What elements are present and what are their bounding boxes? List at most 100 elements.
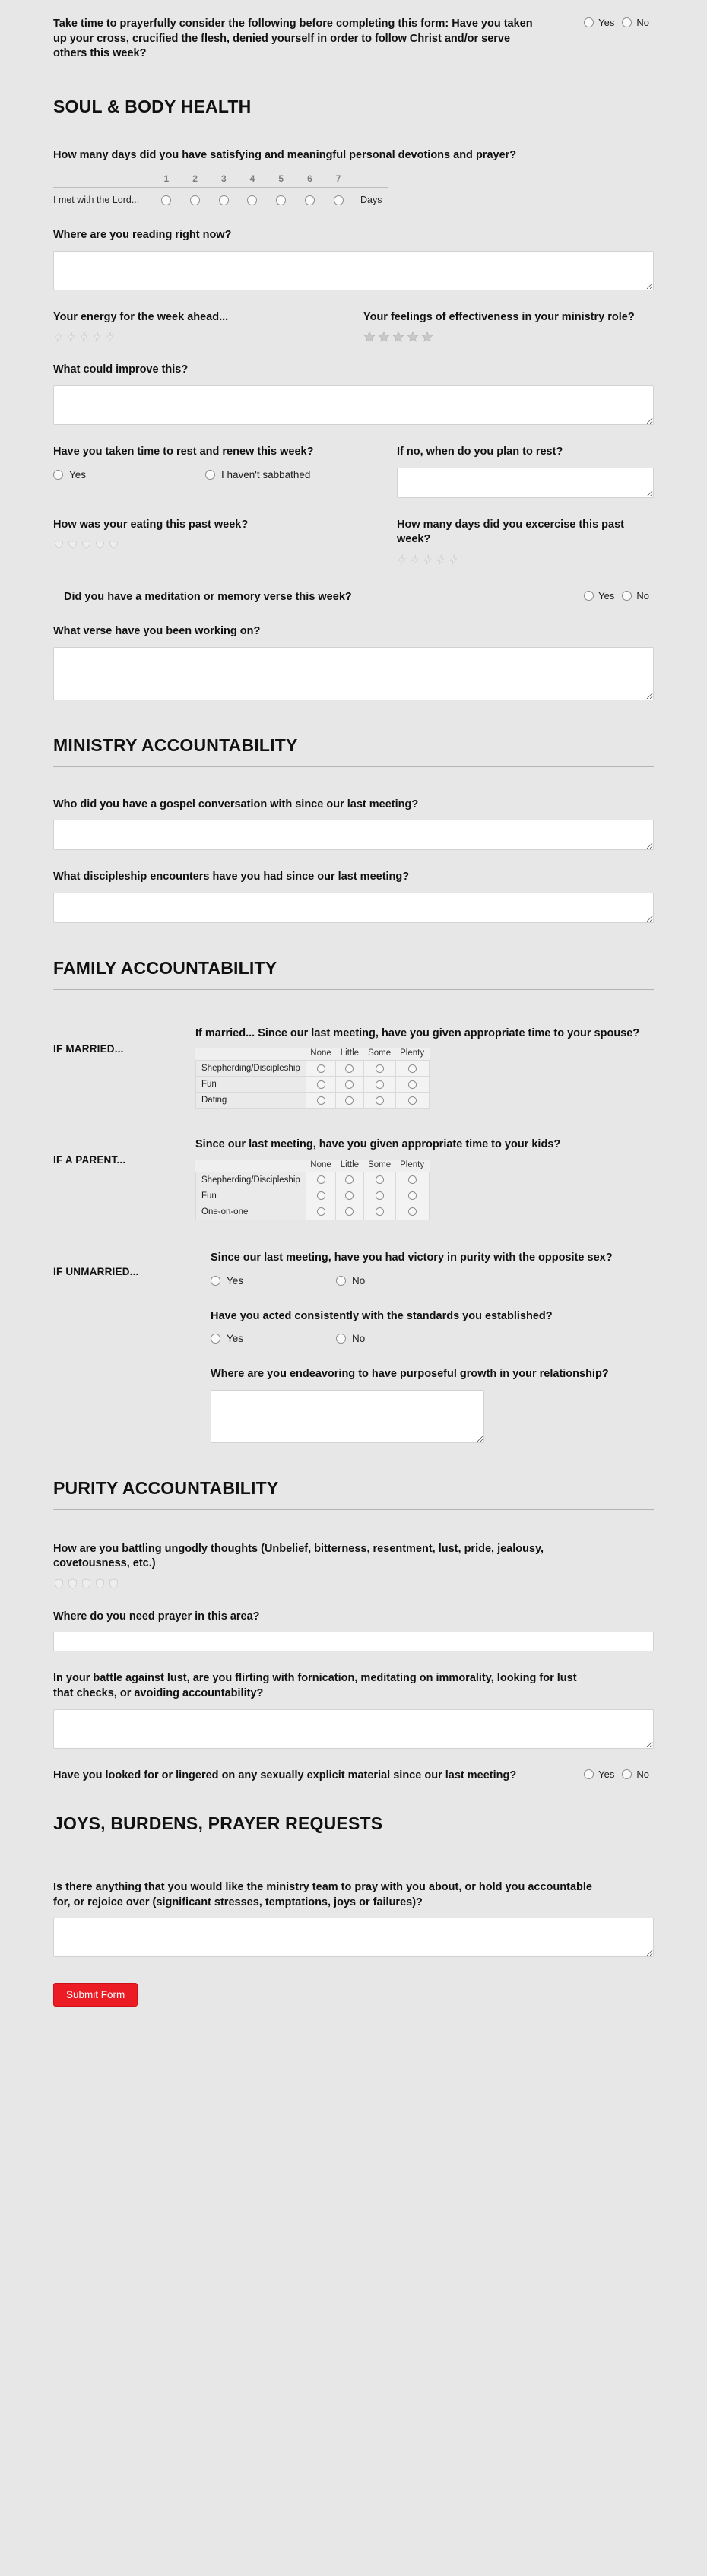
married-radio[interactable] — [316, 1096, 325, 1105]
parent-radio[interactable] — [407, 1175, 417, 1185]
discipleship-textarea[interactable] — [53, 892, 654, 923]
lightning-bolt-icon[interactable] — [423, 554, 433, 566]
married-cell[interactable] — [335, 1092, 364, 1109]
rest-plan-textarea[interactable] — [397, 467, 654, 498]
parent-cell[interactable] — [395, 1188, 430, 1204]
devotions-likert-row[interactable]: I met with the Lord... Days — [53, 188, 388, 208]
married-radio[interactable] — [345, 1096, 354, 1105]
parent-cell[interactable] — [305, 1172, 337, 1188]
married-radio[interactable] — [407, 1064, 417, 1073]
shield-icon[interactable] — [94, 1578, 106, 1590]
intro-yes-no-group[interactable]: Yes No — [584, 17, 654, 28]
energy-rating[interactable] — [53, 331, 344, 343]
star-icon[interactable] — [378, 331, 390, 343]
parent-cell[interactable] — [335, 1204, 364, 1220]
married-cell[interactable] — [395, 1076, 430, 1093]
shield-icon[interactable] — [53, 1578, 65, 1590]
married-radio[interactable] — [407, 1080, 417, 1089]
married-cell[interactable] — [305, 1060, 337, 1077]
purity-victory-yes-radio[interactable] — [211, 1275, 220, 1286]
lust-textarea[interactable] — [53, 1708, 654, 1749]
devotions-radio-5[interactable] — [276, 195, 287, 205]
devotions-radio-1[interactable] — [161, 195, 172, 205]
purity-victory-option-yes[interactable]: Yes — [211, 1275, 336, 1286]
standards-yes-radio[interactable] — [211, 1334, 220, 1344]
shield-icon[interactable] — [67, 1578, 78, 1590]
devotions-radio-2[interactable] — [190, 195, 201, 205]
married-cell[interactable] — [305, 1076, 337, 1093]
married-cell[interactable] — [335, 1076, 364, 1093]
devotions-radio-7[interactable] — [333, 195, 344, 205]
prayer-area-input[interactable] — [53, 1632, 654, 1652]
meditation-no-radio[interactable] — [622, 590, 632, 601]
parent-radio[interactable] — [375, 1207, 384, 1217]
lightning-bolt-icon[interactable] — [410, 554, 420, 566]
lightning-bolt-icon[interactable] — [449, 554, 459, 566]
parent-cell[interactable] — [335, 1188, 364, 1204]
married-radio[interactable] — [375, 1096, 384, 1105]
parent-radio[interactable] — [407, 1207, 417, 1217]
submit-form-button[interactable]: Submit Form — [53, 1983, 138, 2007]
parent-cell[interactable] — [395, 1172, 430, 1188]
shield-icon[interactable] — [81, 1578, 92, 1590]
parent-radio[interactable] — [407, 1191, 417, 1201]
purity-victory-group[interactable]: Yes No — [211, 1275, 461, 1286]
heart-icon[interactable] — [108, 538, 119, 550]
married-cell[interactable] — [335, 1060, 364, 1077]
heart-icon[interactable] — [67, 538, 78, 550]
effectiveness-rating[interactable] — [363, 331, 654, 343]
star-icon[interactable] — [392, 331, 404, 343]
parent-cell[interactable] — [395, 1204, 430, 1220]
parent-radio[interactable] — [316, 1175, 325, 1185]
lightning-bolt-icon[interactable] — [92, 331, 103, 343]
devotions-radio-4[interactable] — [247, 195, 258, 205]
parent-cell[interactable] — [363, 1172, 396, 1188]
heart-icon[interactable] — [94, 538, 106, 550]
rest-option-not-sabbathed[interactable]: I haven't sabbathed — [205, 469, 357, 481]
heart-icon[interactable] — [81, 538, 92, 550]
married-radio[interactable] — [345, 1080, 354, 1089]
parent-cell[interactable] — [305, 1188, 337, 1204]
lightning-bolt-icon[interactable] — [436, 554, 446, 566]
married-radio[interactable] — [375, 1080, 384, 1089]
standards-group[interactable]: Yes No — [211, 1333, 461, 1344]
married-cell[interactable] — [363, 1060, 396, 1077]
star-icon[interactable] — [363, 331, 376, 343]
parent-cell[interactable] — [335, 1172, 364, 1188]
star-icon[interactable] — [407, 331, 419, 343]
shield-icon[interactable] — [108, 1578, 119, 1590]
lightning-bolt-icon[interactable] — [397, 554, 407, 566]
married-cell[interactable] — [363, 1092, 396, 1109]
growth-textarea[interactable] — [211, 1389, 484, 1443]
married-radio[interactable] — [407, 1096, 417, 1105]
standards-option-yes[interactable]: Yes — [211, 1333, 336, 1344]
purity-victory-no-radio[interactable] — [336, 1275, 346, 1286]
parent-cell[interactable] — [363, 1204, 396, 1220]
parent-radio[interactable] — [316, 1191, 325, 1201]
married-matrix[interactable]: None Little Some Plenty Shepherding/Disc… — [195, 1048, 430, 1109]
intro-yes-radio[interactable] — [584, 17, 594, 27]
star-icon[interactable] — [421, 331, 433, 343]
married-radio[interactable] — [316, 1064, 325, 1073]
standards-no-radio[interactable] — [336, 1334, 346, 1344]
parent-radio[interactable] — [345, 1207, 354, 1217]
married-radio[interactable] — [345, 1064, 354, 1073]
improve-textarea[interactable] — [53, 385, 654, 425]
explicit-no-radio[interactable] — [622, 1769, 632, 1779]
married-radio[interactable] — [375, 1064, 384, 1073]
devotions-radio-6[interactable] — [304, 195, 315, 205]
verse-textarea[interactable] — [53, 646, 654, 700]
meditation-yes-radio[interactable] — [584, 590, 594, 601]
eating-rating[interactable] — [53, 538, 380, 550]
rest-not-sabbathed-radio[interactable] — [205, 469, 215, 480]
parent-matrix[interactable]: None Little Some Plenty Shepherding/Disc… — [195, 1160, 430, 1220]
explicit-yes-radio[interactable] — [584, 1769, 594, 1779]
rest-option-yes[interactable]: Yes — [53, 469, 205, 481]
parent-radio[interactable] — [375, 1175, 384, 1185]
thoughts-rating[interactable] — [53, 1578, 654, 1590]
heart-icon[interactable] — [53, 538, 65, 550]
parent-radio[interactable] — [375, 1191, 384, 1201]
parent-cell[interactable] — [363, 1188, 396, 1204]
gospel-textarea[interactable] — [53, 820, 654, 851]
married-radio[interactable] — [316, 1080, 325, 1089]
